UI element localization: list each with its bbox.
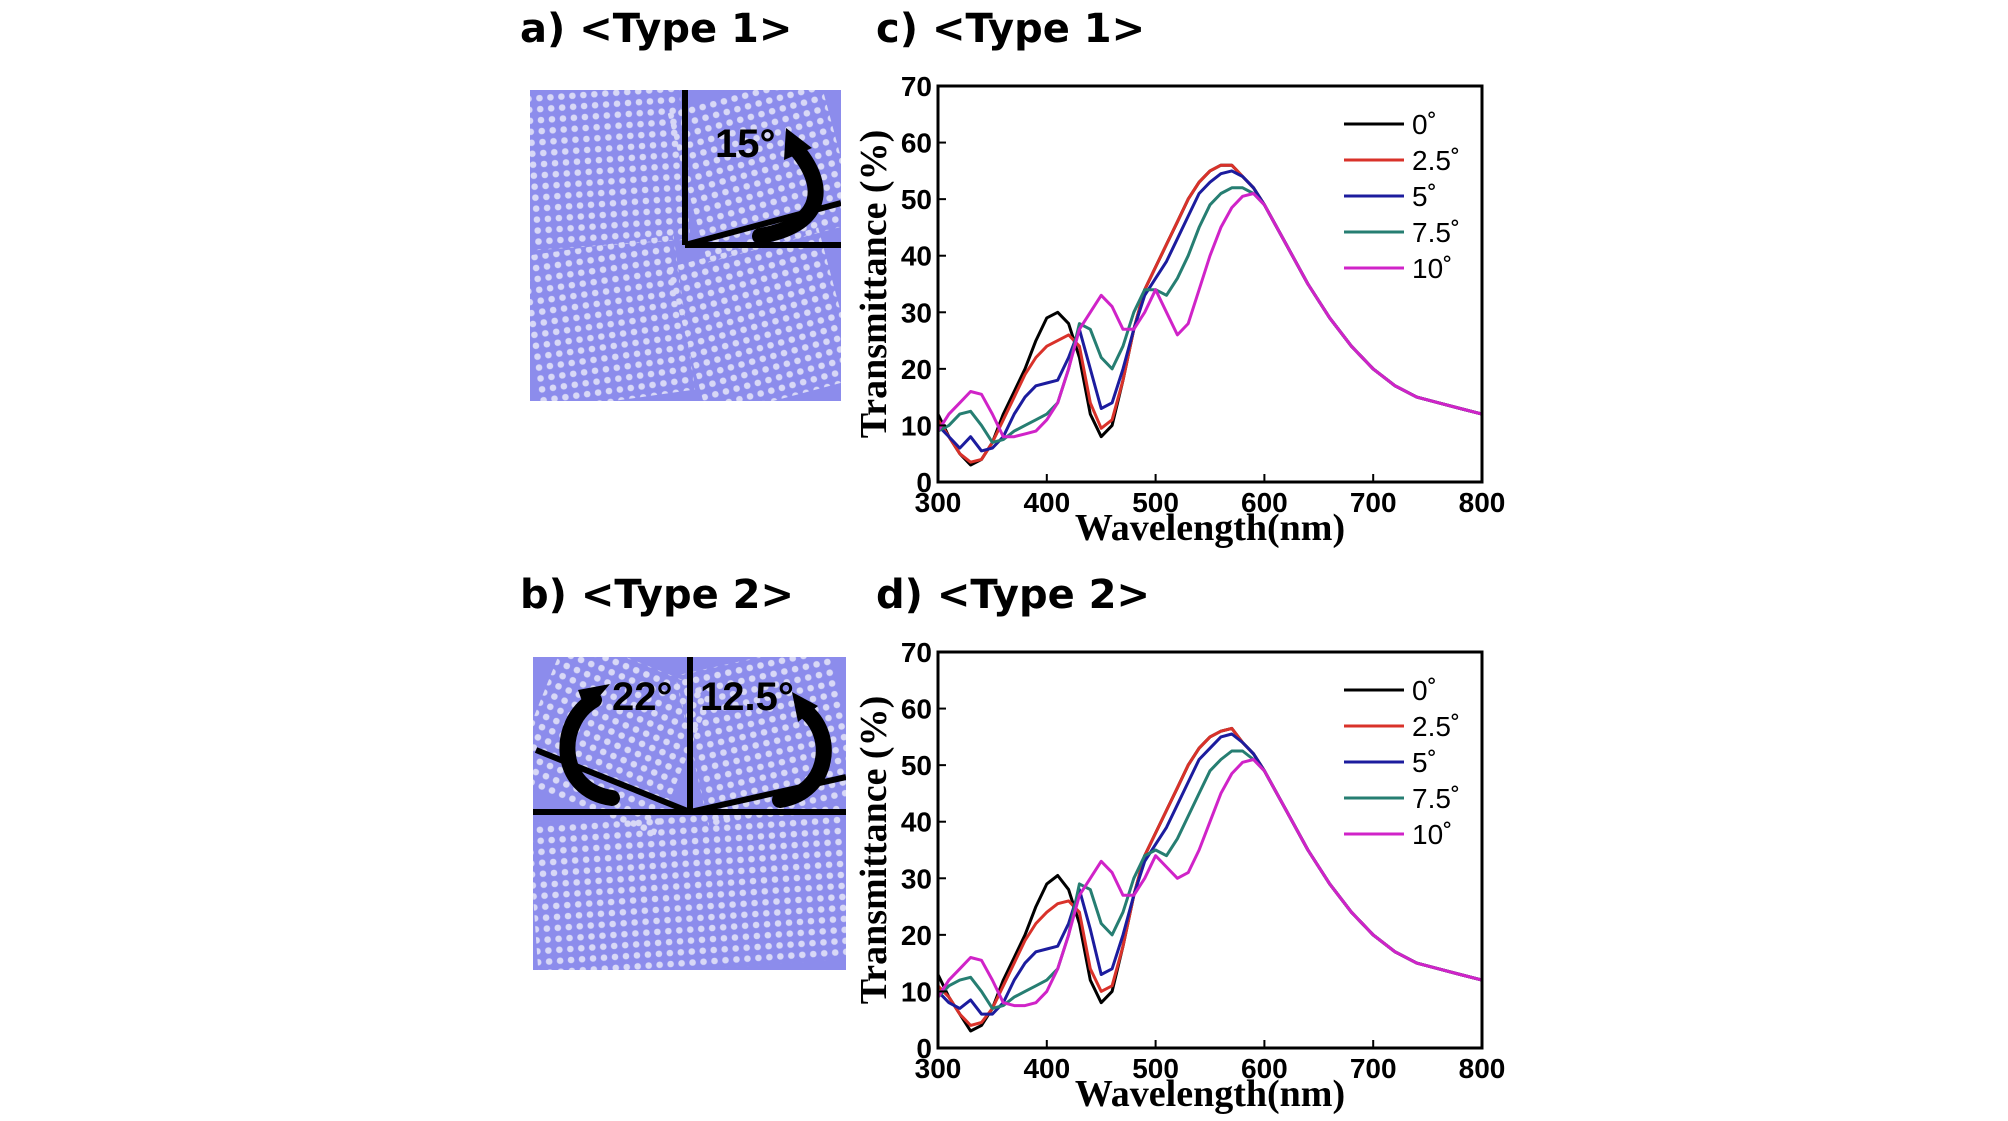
chart-type1-y-tick-label-6: 60 — [901, 128, 932, 159]
chart-type1-x-tick-label-1: 400 — [1023, 487, 1070, 518]
chart-type1-y-tick-label-1: 10 — [901, 410, 932, 441]
chart-type2-legend-label-0: 0˚ — [1412, 675, 1437, 706]
chart-type1-legend-label-4: 10˚ — [1412, 253, 1452, 284]
chart-type1-x-tick-label-2: 500 — [1132, 487, 1179, 518]
chart-type2-y-tick-label-0: 0 — [916, 1033, 932, 1064]
chart-type1-x-tick-label-5: 800 — [1459, 487, 1506, 518]
chart-type1-y-tick-label-2: 20 — [901, 354, 932, 385]
chart-type2-x-axis-label: Wavelength(nm) — [1075, 1073, 1345, 1115]
type1-dots-lower-left — [530, 235, 696, 401]
chart-type2-y-tick-label-4: 40 — [901, 807, 932, 838]
chart-type1-series-line-4 — [936, 192, 1483, 439]
chart-type2-y-tick-label-3: 30 — [901, 863, 932, 894]
chart-type1-x-tick-label-4: 700 — [1350, 487, 1397, 518]
chart-type2-x-tick-label-0: 300 — [915, 1053, 962, 1084]
chart-type2-series-line-4 — [936, 758, 1483, 1008]
type2-right-rotation-arrow — [772, 702, 832, 808]
chart-type2-y-tick-label-2: 20 — [901, 920, 932, 951]
panel-c-type: <Type 1> — [931, 6, 1146, 52]
chart-type1-y-tick-label-7: 70 — [901, 71, 932, 102]
chart-type2-y-tick-label-1: 10 — [901, 976, 932, 1007]
type1-arrow-head — [784, 128, 812, 160]
panel-b-label: b) — [520, 572, 567, 618]
chart-type1-ticks: 300 400 500 600 700 800 0 10 20 30 40 50 60 70 — [901, 71, 1506, 518]
panel-b-type: <Type 2> — [580, 572, 795, 618]
chart-type1-legend-label-0: 0˚ — [1412, 109, 1437, 140]
chart-type2-plot-lines — [936, 726, 1483, 1033]
type1-dots-upper-left — [530, 90, 691, 251]
type2-right-arrow-head — [792, 692, 818, 722]
chart-type2-x-tick-label-5: 800 — [1459, 1053, 1506, 1084]
chart-type1-y-tick-label-5: 50 — [901, 184, 932, 215]
chart-type2-y-tick-label-5: 50 — [901, 750, 932, 781]
chart-type2-x-tick-label-4: 700 — [1350, 1053, 1397, 1084]
type1-pattern: 15° — [530, 90, 841, 401]
type2-right-angle-label: 12.5° — [700, 675, 794, 719]
panel-d-type: <Type 2> — [936, 572, 1151, 618]
panel-c-label: c) — [876, 6, 918, 52]
panel-a-label: a) — [520, 6, 566, 52]
chart-type1-y-tick-label-0: 0 — [916, 467, 932, 498]
chart-type2-legend: 0˚ 2.5˚ 5˚ 7.5˚ 10˚ — [1344, 675, 1460, 850]
chart-type2-legend-label-1: 2.5˚ — [1412, 711, 1460, 742]
panel-a-title: a) <Type 1> — [520, 6, 792, 52]
chart-type1-axes-frame — [936, 84, 1484, 484]
chart-type2-legend-label-3: 7.5˚ — [1412, 783, 1460, 814]
chart-type1-x-axis-label: Wavelength(nm) — [1075, 507, 1345, 549]
chart-type2-x-tick-label-1: 400 — [1023, 1053, 1070, 1084]
chart-type2-y-tick-label-6: 60 — [901, 694, 932, 725]
type2-dots-upper-left — [533, 657, 714, 836]
panel-c-title: c) <Type 1> — [876, 6, 1145, 52]
type2-pattern: 22° 12.5° — [533, 657, 846, 970]
panel-d-label: d) — [876, 572, 923, 618]
type1-rotation-arrow — [752, 142, 824, 244]
chart-type2-x-tick-label-3: 600 — [1241, 1053, 1288, 1084]
type2-left-angle-label: 22° — [612, 675, 673, 719]
type2-left-rotation-arrow — [559, 692, 620, 806]
chart-type2-series-line-2 — [936, 732, 1483, 1016]
chart-type2-y-tick-label-7: 70 — [901, 637, 932, 668]
chart-type2-axes-frame — [936, 650, 1484, 1050]
chart-type2-y-axis-label: Transmittance (%) — [853, 696, 895, 1005]
chart-type1-x-tick-label-3: 600 — [1241, 487, 1288, 518]
chart-type1-legend-label-1: 2.5˚ — [1412, 145, 1460, 176]
chart-type1-y-tick-label-4: 40 — [901, 241, 932, 272]
chart-type1-plot-lines — [936, 163, 1483, 467]
chart-type2-legend-label-4: 10˚ — [1412, 819, 1452, 850]
chart-type1-legend-label-2: 5˚ — [1412, 181, 1437, 212]
chart-type1-legend: 0˚ 2.5˚ 5˚ 7.5˚ 10˚ — [1344, 109, 1460, 284]
panel-a-type: <Type 1> — [579, 6, 793, 52]
type1-dots-lower-right — [667, 227, 841, 401]
chart-type1-x-tick-label-0: 300 — [915, 487, 962, 518]
chart-type1-y-tick-label-3: 30 — [901, 297, 932, 328]
panel-d-title: d) <Type 2> — [876, 572, 1150, 618]
chart-type1-y-axis-label: Transmittance (%) — [853, 130, 895, 439]
chart-type1-legend-label-3: 7.5˚ — [1412, 217, 1460, 248]
type1-angle-label: 15° — [715, 122, 776, 166]
type2-left-arrow-head — [578, 684, 610, 712]
type2-dots-lower — [533, 801, 846, 970]
chart-type2-ticks: 300 400 500 600 700 800 0 10 20 30 40 50 60 70 — [901, 637, 1506, 1084]
chart-type2-x-tick-label-2: 500 — [1132, 1053, 1179, 1084]
chart-type2-legend-label-2: 5˚ — [1412, 747, 1437, 778]
panel-b-title: b) <Type 2> — [520, 572, 794, 618]
